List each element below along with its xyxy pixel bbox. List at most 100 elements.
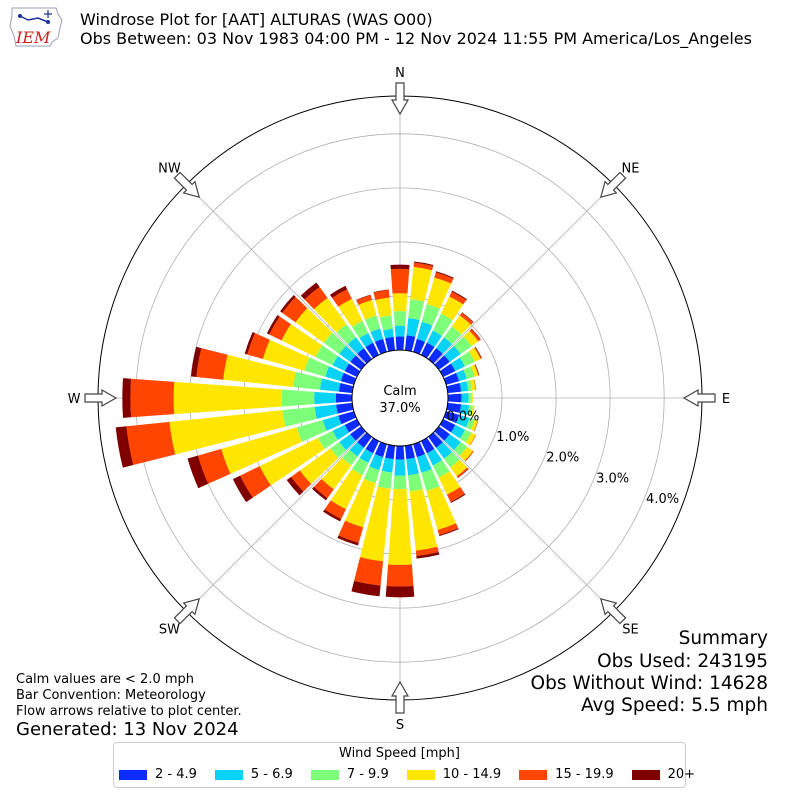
direction-label: NW [158,161,181,176]
windrose-bar-segment [345,478,376,528]
windrose-bar-segment [432,460,450,478]
windrose-bar-segment [122,378,132,418]
windrose-bar-segment [385,586,415,598]
flow-arrow-icon [84,388,118,408]
windrose-bar-segment [349,442,364,457]
windrose-bar-segment [421,468,440,491]
windrose-bar-segment [332,355,350,372]
direction-label: W [68,392,81,407]
flow-arrows [84,82,716,714]
windrose-bar-segment [323,509,342,522]
windrose-bar-segment [266,315,280,335]
windrose-bar-segment [436,442,453,459]
summary-avg-speed: Avg Speed: 5.5 mph [580,695,768,716]
windrose-bar-segment [280,295,296,313]
windrose-bar-segment [386,564,414,587]
windrose-bar-segment [313,479,334,499]
radial-tick-label: 3.0% [596,471,629,486]
windrose-bar-segment [471,405,475,417]
windrose-bar-segment [467,405,474,416]
windrose-bar-segment [456,369,467,382]
windrose-bar-segment [259,437,325,486]
windrose-bar-segment [338,383,354,394]
direction-label: S [396,718,404,733]
axis-labels: Calm 37.0% 0.0% 1.0% 2.0% 3.0% 4.0% N NE E SE S SW W N… [68,66,731,733]
windrose-bar-segment [321,457,352,490]
windrose-bar-segment [377,470,393,489]
windrose-bar-segment [456,467,469,478]
windrose-bar-segment [299,448,339,485]
windrose-bar-segment [469,328,481,342]
windrose-bar-segment [459,429,472,443]
windrose-bar-segment [459,312,474,325]
windrose-bar-segment [393,311,407,326]
windrose-bar-segment [428,432,443,448]
windrose-bar-segment [190,346,202,377]
windrose-bar-segment [416,321,433,342]
windrose-bar-segment [282,406,317,427]
windrose-bar-segment [130,378,175,418]
flow-arrow-icon [173,171,201,199]
chart-subtitle: Obs Between: 03 Nov 1983 04:00 PM - 12 N… [80,29,752,48]
windrose-bar-segment [413,262,434,271]
windrose-bar-segment [281,324,323,357]
direction-label: NE [622,161,640,176]
windrose-bar-segment [394,325,406,337]
direction-label: E [722,392,730,407]
direction-label: SE [622,623,638,638]
windrose-bar-segment [474,364,480,376]
windrose-bar-segment [447,393,462,403]
windrose-bar-segment [359,332,374,348]
legend-swatch [214,769,243,780]
windrose-bar-segment [369,454,384,471]
windrose-bar-segment [356,294,371,301]
radial-tick-label: 4.0% [646,492,679,507]
windrose-bar-segment [363,466,380,484]
windrose-bar-segment [436,337,453,354]
windrose-bar-segment [390,268,410,294]
windrose-bar-segment [340,372,357,385]
windrose-bar-segment [459,404,470,415]
windrose-bar-segment [470,364,479,377]
legend-item: 5 - 6.9 [214,767,293,782]
windrose-bar-segment [247,333,270,359]
windrose-bar-segment [324,500,346,519]
windrose-bar-segment [471,328,481,340]
windrose-bar-segment [413,338,426,355]
windrose-bar-segment [470,379,476,391]
windrose-bar-segment [126,421,176,465]
legend-label: 5 - 6.9 [250,767,293,782]
windrose-bar-segment [339,434,356,451]
windrose-bar-segment [426,486,457,530]
windrose-bar-segment [315,345,338,366]
windrose-bar-segment [434,272,454,284]
legend-title: Wind Speed [mph] [339,746,460,761]
legend-item: 10 - 14.9 [406,767,502,782]
windrose-bar-segment [421,304,440,326]
windrose-bar-segment [446,402,462,413]
windrose-bar-segment [463,366,475,379]
windrose-bar-segment [394,459,406,476]
windrose-bar-segment [338,298,363,327]
windrose-bar-segment [439,418,456,433]
direction-label: N [395,66,405,81]
summary-heading: Summary [678,628,768,649]
windrose-bar-segment [312,486,328,501]
spoke-line [186,184,367,365]
windrose-bar-segment [415,546,439,556]
legend-items: 2 - 4.9 5 - 6.9 7 - 9.9 10 - 14.9 15 - 1… [119,767,695,782]
radial-tick-label: 2.0% [546,451,579,466]
windrose-bar-segment [449,291,467,305]
windrose-bar-segment [438,471,461,495]
windrose-bar-segment [407,473,423,492]
iem-logo: IEM [6,6,64,50]
windrose-bar-segment [388,489,412,565]
flow-arrows-note: Flow arrows relative to plot center. [16,704,242,719]
windrose-bar-segment [347,337,364,354]
legend-label: 20+ [667,767,696,782]
windrose-bar-segment [197,448,231,484]
legend-label: 10 - 14.9 [442,767,502,782]
windrose-bar-segment [428,348,443,364]
windrose-bar-segment [337,535,359,546]
windrose-bar-segment [351,580,381,597]
